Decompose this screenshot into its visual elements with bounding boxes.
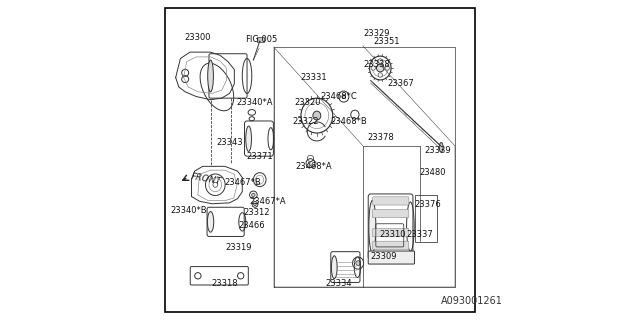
Text: 23340*A: 23340*A (237, 99, 273, 108)
Ellipse shape (208, 60, 213, 92)
Text: 23322: 23322 (292, 117, 319, 126)
Text: 23320: 23320 (294, 99, 321, 108)
Circle shape (378, 73, 383, 77)
FancyBboxPatch shape (372, 210, 409, 218)
Text: 23367: 23367 (387, 79, 414, 88)
Text: 23468*B: 23468*B (330, 117, 367, 126)
Ellipse shape (369, 200, 376, 253)
Text: 23480: 23480 (419, 168, 446, 177)
Text: FRONT: FRONT (191, 172, 223, 187)
Text: 23338: 23338 (364, 60, 390, 69)
Text: 23378: 23378 (367, 133, 394, 142)
Text: 23466: 23466 (239, 220, 265, 229)
Text: 23339: 23339 (424, 146, 451, 155)
Ellipse shape (332, 256, 337, 279)
FancyBboxPatch shape (257, 37, 264, 42)
Text: 23312: 23312 (243, 208, 270, 217)
Text: 23318: 23318 (212, 279, 238, 288)
Text: 23334: 23334 (326, 279, 353, 288)
Text: 23371: 23371 (246, 152, 273, 161)
Text: 23351: 23351 (373, 36, 400, 45)
Circle shape (378, 59, 383, 63)
Text: 23309: 23309 (370, 252, 397, 261)
Text: 23340*B: 23340*B (170, 206, 207, 215)
Text: 23337: 23337 (406, 230, 433, 239)
FancyBboxPatch shape (372, 241, 409, 250)
Ellipse shape (246, 126, 252, 151)
Text: 23467*A: 23467*A (250, 197, 286, 206)
Text: 23319: 23319 (226, 243, 252, 252)
Text: 23467*B: 23467*B (224, 178, 260, 187)
Text: 23300: 23300 (184, 33, 211, 42)
Text: 23331: 23331 (300, 73, 327, 82)
Circle shape (252, 193, 255, 196)
Ellipse shape (342, 94, 346, 99)
FancyBboxPatch shape (368, 251, 415, 264)
Circle shape (376, 64, 384, 72)
Text: 23310: 23310 (380, 230, 406, 239)
Text: 23329: 23329 (364, 28, 390, 38)
Text: FIG.005: FIG.005 (245, 35, 277, 44)
Ellipse shape (207, 212, 214, 232)
Text: 23468*C: 23468*C (321, 92, 357, 101)
Text: 23468*A: 23468*A (295, 162, 332, 171)
FancyBboxPatch shape (372, 197, 409, 205)
Ellipse shape (313, 111, 321, 120)
Circle shape (371, 66, 376, 70)
Circle shape (385, 66, 390, 70)
Ellipse shape (439, 142, 443, 152)
Circle shape (253, 203, 256, 206)
Text: 23343: 23343 (216, 138, 243, 147)
FancyBboxPatch shape (372, 228, 409, 237)
Text: 23376: 23376 (415, 200, 441, 209)
Text: A093001261: A093001261 (440, 296, 502, 306)
Ellipse shape (356, 261, 360, 266)
